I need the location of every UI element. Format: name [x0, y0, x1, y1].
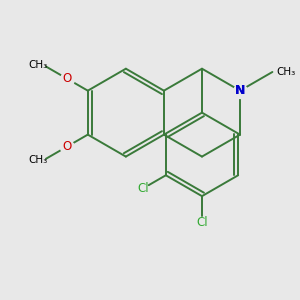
- Text: CH₃: CH₃: [276, 67, 295, 77]
- Text: Cl: Cl: [196, 216, 208, 229]
- Text: CH₃: CH₃: [28, 155, 47, 165]
- Text: N: N: [235, 84, 245, 97]
- Text: CH₃: CH₃: [28, 60, 47, 70]
- Text: Cl: Cl: [137, 182, 149, 195]
- Text: O: O: [62, 140, 71, 153]
- Text: O: O: [62, 72, 71, 85]
- Text: N: N: [235, 84, 245, 97]
